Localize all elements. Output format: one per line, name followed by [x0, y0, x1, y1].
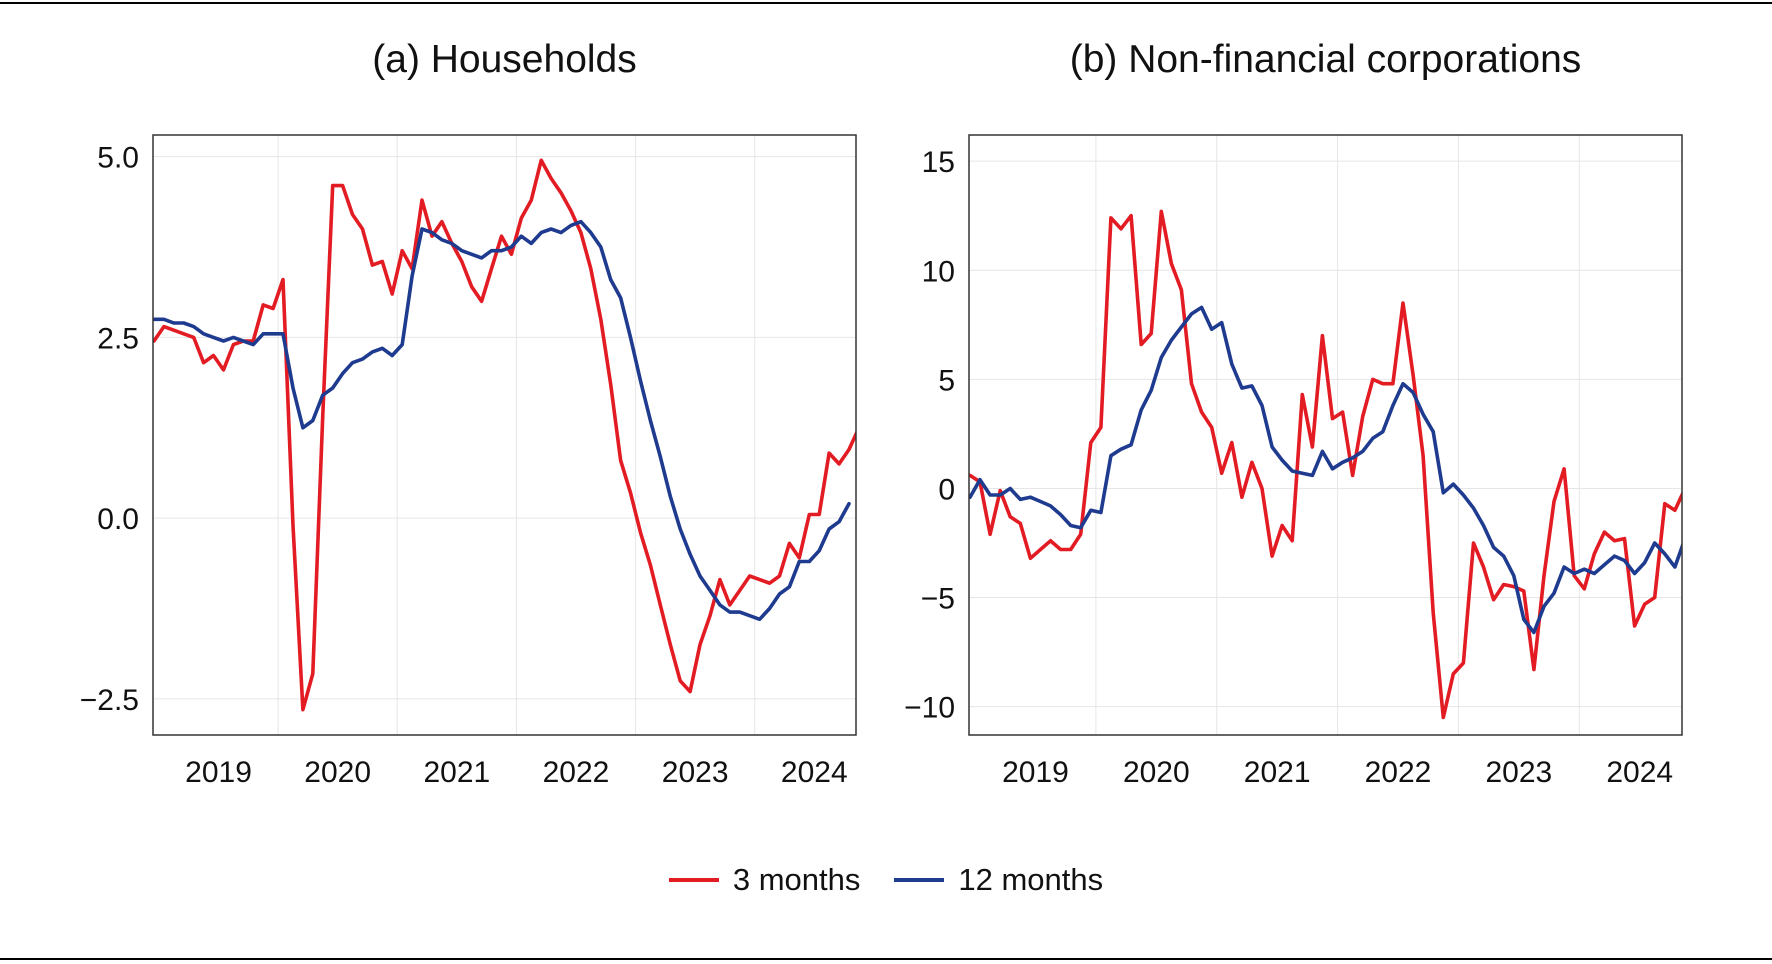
panel-b-series-12-months	[969, 305, 1682, 635]
legend: 3 months 12 months	[0, 862, 1772, 898]
panel-b-xtick-label: 2024	[1606, 756, 1673, 789]
panel-a-title: (a) Households	[372, 38, 637, 81]
panel-b-xtick-label: 2021	[1244, 756, 1311, 789]
panel-a-ytick-label: 0.0	[97, 503, 139, 536]
panel-a-ytick-label: 2.5	[97, 322, 139, 355]
panel-a-ytick-label: −2.5	[80, 684, 139, 717]
panel-b-ytick-label: 10	[922, 255, 955, 288]
panel-b-title: (b) Non-financial corporations	[1069, 38, 1582, 81]
panel-a-xtick-label: 2020	[304, 756, 371, 789]
panel-a-frame	[152, 134, 857, 736]
panel-a-series-12-months	[153, 219, 851, 622]
panel-b-xtick-label: 2023	[1485, 756, 1552, 789]
top-rule	[0, 2, 1772, 4]
panel-a-xtick-label: 2019	[185, 756, 252, 789]
panel-b-frame	[968, 134, 1683, 736]
legend-label-12-months: 12 months	[958, 862, 1104, 897]
panel-b-series-3-months	[969, 209, 1682, 720]
panel-a-xtick-label: 2023	[662, 756, 729, 789]
panel-b-ytick-label: 15	[922, 146, 955, 179]
panel-a-households: −2.5 0.0 2.5 5.0 2019 2020 2021 2022 2023 2024	[80, 134, 857, 789]
panel-a-ytick-label: 5.0	[97, 142, 139, 175]
panel-b-xtick-label: 2022	[1365, 756, 1432, 789]
panel-b-ytick-label: 5	[938, 364, 955, 397]
legend-label-3-months: 3 months	[732, 862, 861, 897]
panel-b-non-financial-corporations: −10 −5 0 5 10 15 2019 2020 2021 2022 2023 2024	[904, 134, 1683, 789]
panel-b-xtick-label: 2020	[1123, 756, 1190, 789]
panel-b-xtick-label: 2019	[1002, 756, 1069, 789]
panel-b-ytick-label: 0	[938, 473, 955, 506]
panel-a-xtick-label: 2022	[543, 756, 610, 789]
panel-b-ytick-label: −5	[921, 583, 955, 616]
legend-swatch-3-months	[668, 878, 719, 882]
panel-a-series-3-months	[153, 158, 856, 712]
legend-item-12-months: 12 months	[894, 862, 1103, 898]
panel-b-ytick-label: −10	[904, 692, 955, 725]
bottom-rule	[0, 958, 1772, 960]
panel-a-xtick-label: 2024	[781, 756, 848, 789]
legend-item-3-months: 3 months	[668, 862, 861, 898]
panel-a-xtick-label: 2021	[423, 756, 490, 789]
legend-swatch-12-months	[894, 878, 945, 882]
